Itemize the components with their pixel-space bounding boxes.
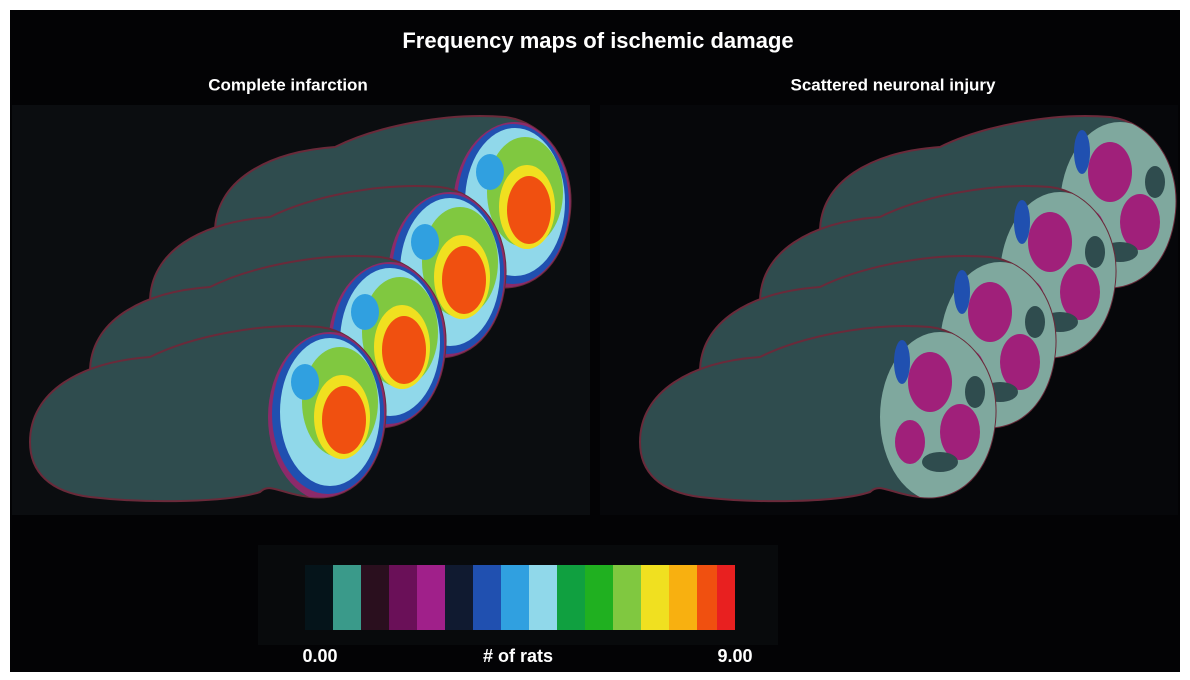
swatch bbox=[361, 565, 389, 630]
panel-label: Complete infarction bbox=[208, 75, 368, 94]
panel-label: Scattered neuronal injury bbox=[791, 75, 997, 94]
swatch bbox=[305, 565, 333, 630]
colorbar-max: 9.00 bbox=[717, 646, 752, 666]
swatch bbox=[529, 565, 557, 630]
page: Frequency maps of ischemic damage Comple… bbox=[0, 0, 1190, 680]
swatch bbox=[669, 565, 697, 630]
colorbar bbox=[305, 565, 735, 630]
swatch bbox=[501, 565, 529, 630]
swatch bbox=[697, 565, 717, 630]
swatch bbox=[585, 565, 613, 630]
swatch bbox=[417, 565, 445, 630]
swatch bbox=[473, 565, 501, 630]
figure: Frequency maps of ischemic damage Comple… bbox=[0, 0, 1190, 680]
swatch bbox=[333, 565, 361, 630]
swatch bbox=[557, 565, 585, 630]
swatch bbox=[641, 565, 669, 630]
swatch bbox=[613, 565, 641, 630]
colorbar-min: 0.00 bbox=[302, 646, 337, 666]
colorbar-label: # of rats bbox=[483, 646, 553, 666]
swatch bbox=[717, 565, 735, 630]
swatch bbox=[389, 565, 417, 630]
swatch bbox=[445, 565, 473, 630]
title: Frequency maps of ischemic damage bbox=[402, 28, 793, 53]
